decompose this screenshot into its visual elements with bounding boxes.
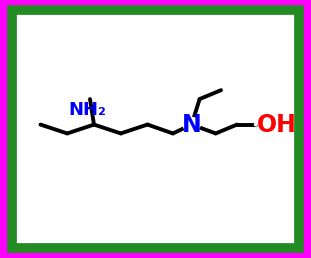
Circle shape <box>254 124 257 126</box>
Text: OH: OH <box>257 112 297 136</box>
Text: NH₂: NH₂ <box>68 101 106 119</box>
Circle shape <box>183 117 200 132</box>
Text: N: N <box>182 112 202 136</box>
